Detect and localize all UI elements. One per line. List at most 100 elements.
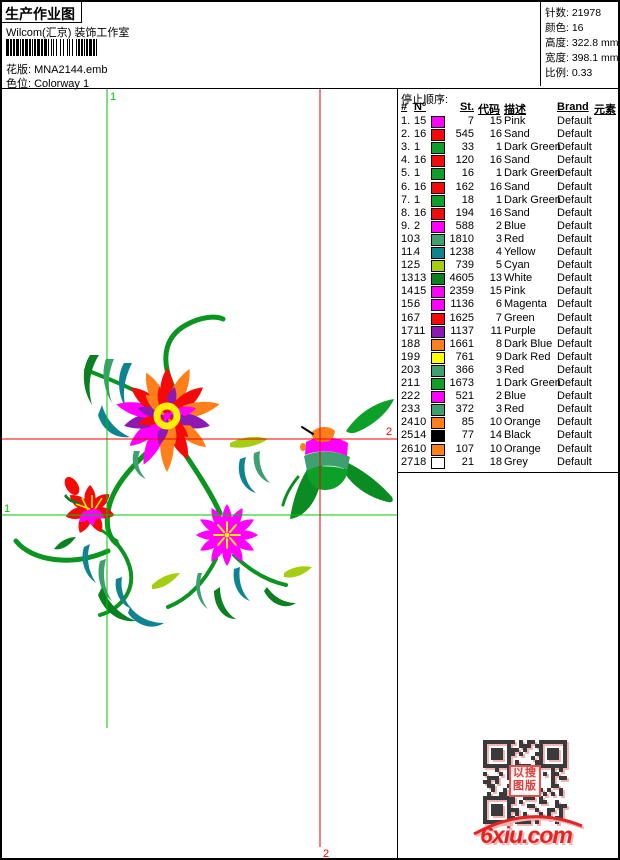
bird-head [311, 427, 335, 442]
thread-color-swatch [431, 207, 445, 220]
stitch-count: 521 [455, 390, 474, 403]
row-number: 4. [401, 154, 411, 167]
qr-module [483, 772, 487, 776]
thread-color-swatch [431, 456, 445, 469]
barcode-bar [48, 39, 49, 56]
qr-module [559, 792, 563, 796]
table-row: 21. 1 1673 1 Dark Green Default [398, 377, 618, 390]
thread-code: 10 [489, 416, 502, 429]
stitch-count: 16 [461, 167, 474, 180]
thread-code: 4 [495, 246, 502, 258]
flower-red-details [64, 476, 103, 511]
row-number: 23. [401, 403, 417, 416]
row-number: 18. [401, 337, 417, 350]
leaf [233, 567, 250, 601]
barcode-bar [63, 39, 64, 56]
stitch-count: 21 [461, 455, 474, 468]
thread-color-swatch [431, 260, 445, 273]
thread-code: 1 [495, 193, 502, 206]
stitch-count: 739 [455, 259, 474, 272]
qr-module [487, 784, 491, 788]
qr-module [499, 772, 503, 776]
qr-module [551, 748, 555, 752]
needle-number: 16 [414, 154, 427, 167]
qr-module [483, 820, 487, 824]
qr-module [539, 740, 543, 744]
qr-module [559, 776, 563, 780]
barcode-bar [9, 39, 10, 56]
barcode-bar [10, 39, 12, 56]
qr-module [483, 800, 487, 804]
thread-description: Green [504, 311, 535, 324]
stitch-count: 1238 [449, 246, 474, 258]
qr-module [563, 804, 567, 808]
qr-module [507, 816, 511, 820]
thread-code: 1 [495, 141, 502, 154]
needle-number: 13 [414, 272, 427, 285]
row-number: 12. [401, 259, 417, 272]
qr-module [483, 760, 487, 764]
qr-module [523, 748, 527, 752]
barcode-bar [56, 39, 57, 56]
stamens [75, 495, 103, 511]
thread-brand: Default [557, 442, 592, 455]
barcode-bar [78, 39, 80, 56]
qr-module [487, 780, 491, 784]
qr-module [547, 764, 551, 768]
thread-code: 10 [489, 442, 502, 455]
qr-module [559, 740, 563, 744]
thread-code: 1 [495, 377, 502, 389]
barcode-bar [49, 39, 51, 56]
qr-module [559, 764, 563, 768]
qr-module [491, 784, 495, 788]
qr-module [527, 820, 531, 824]
qr-module [511, 748, 515, 752]
end-marker-bottom: 2 [323, 848, 329, 858]
qr-module [483, 744, 487, 748]
qr-module [507, 756, 511, 760]
stat-line: 宽度: 398.1 mm [545, 52, 619, 64]
col-needle: Nº [414, 101, 426, 113]
table-row: 7. 1 18 1 Dark Green Default [398, 194, 618, 207]
thread-brand: Default [557, 337, 592, 350]
thread-description: Red [504, 363, 525, 376]
thread-brand: Default [557, 403, 592, 416]
thread-brand: Default [557, 128, 592, 141]
qr-module [483, 780, 487, 784]
qr-module [483, 748, 487, 752]
site-logo: 6xiu.com [480, 822, 573, 848]
table-row: 2. 16 545 16 Sand Default [398, 128, 618, 142]
thread-brand: Default [557, 350, 592, 363]
leaf [82, 544, 96, 583]
row-number: 8. [401, 206, 411, 219]
swoosh-stroke [473, 815, 583, 836]
petal [226, 535, 243, 562]
leaf [253, 451, 270, 483]
stat-line: 针数: 21978 [545, 7, 602, 19]
thread-brand: Default [557, 390, 592, 403]
thread-color-swatch [431, 430, 445, 443]
crosshairs: 1 1 2 2 [2, 89, 397, 858]
needle-number: 2 [414, 219, 421, 232]
barcode-bar [25, 39, 28, 56]
needle-number: 16 [414, 128, 427, 141]
bird-spot [300, 443, 306, 451]
thread-color-swatch [431, 168, 445, 181]
thread-description: Dark Red [504, 350, 551, 363]
qr-module [551, 764, 555, 768]
thread-brand: Default [557, 115, 592, 127]
barcode-bar [52, 39, 53, 56]
leaf [152, 573, 180, 589]
row-number: 15. [401, 298, 417, 311]
qr-module [499, 752, 503, 756]
petal [200, 534, 227, 551]
table-row: 5. 1 16 1 Dark Green Default [398, 167, 618, 181]
qr-module [535, 760, 539, 764]
barcode-bar [60, 39, 61, 56]
leaf [238, 457, 256, 493]
qr-module [555, 748, 559, 752]
barcode-bar [43, 39, 44, 56]
thread-color-swatch [431, 443, 445, 456]
qr-module [531, 796, 535, 800]
thread-brand: Default [557, 259, 592, 272]
